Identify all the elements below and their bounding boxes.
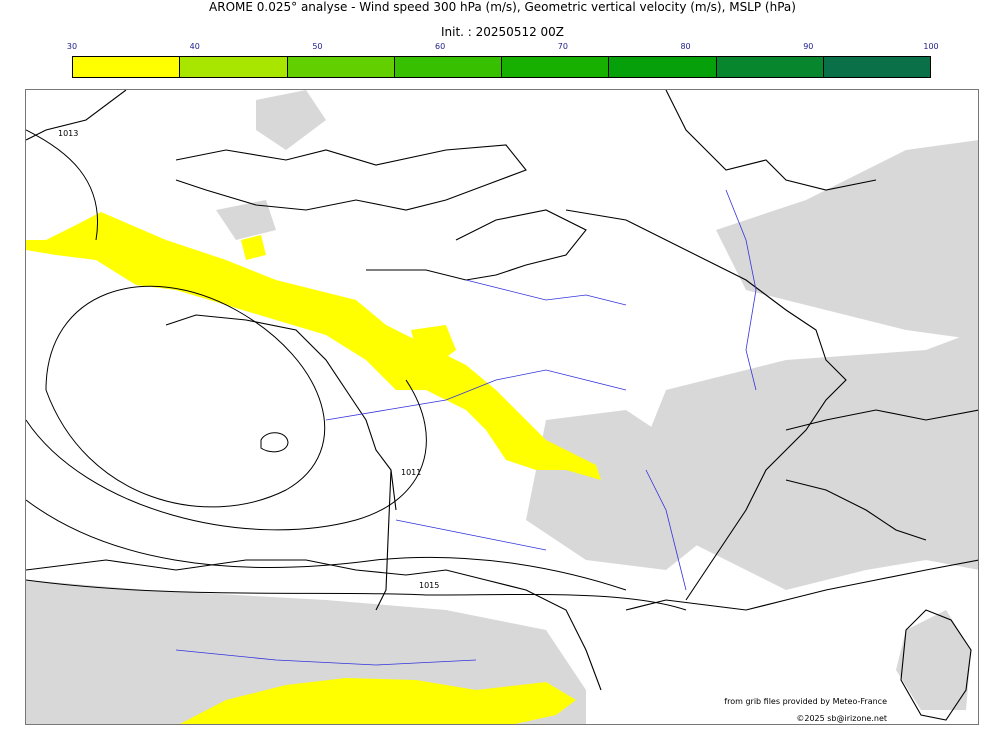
colorbar-segment xyxy=(394,57,502,77)
coast-med xyxy=(625,559,978,611)
colorbar-tick-label: 30 xyxy=(66,42,78,51)
colorbar-segment xyxy=(287,57,395,77)
coast-france-north xyxy=(366,209,587,281)
wind-jet-300hpa xyxy=(26,212,601,724)
colorbar-tick-label: 90 xyxy=(803,42,814,51)
colorbar-tick-label: 80 xyxy=(680,42,691,51)
coast-brittany xyxy=(165,314,397,511)
jet-band-south xyxy=(179,678,576,724)
border-italy xyxy=(785,479,927,541)
init-time: Init. : 20250512 00Z xyxy=(440,25,565,39)
coast-corsica xyxy=(900,609,972,721)
colorbar-tick-label: 60 xyxy=(435,42,446,51)
map-svg: 1013 1011 1015 xyxy=(26,90,978,724)
colorbar-tick-label: 70 xyxy=(557,42,568,51)
chart-title: AROME 0.025° analyse - Wind speed 300 hP… xyxy=(209,0,796,14)
shade-channel xyxy=(256,90,326,150)
shade-central xyxy=(526,410,716,570)
source-credit: from grib files provided by Meteo-France xyxy=(724,697,887,706)
colorbar-segment xyxy=(609,57,717,77)
colorbar-tick-label: 100 xyxy=(923,42,939,51)
border-swiss xyxy=(785,409,978,431)
jet-island xyxy=(411,325,456,365)
colorbar-segment xyxy=(180,57,288,77)
colorbar-tick-label: 40 xyxy=(189,42,200,51)
border-east xyxy=(565,209,847,601)
river-seine xyxy=(465,279,627,306)
river-ebro xyxy=(175,649,477,666)
colorbar-segment xyxy=(823,57,930,77)
isobar-low xyxy=(260,432,289,453)
colorbar-tick-label: 50 xyxy=(312,42,323,51)
isobar-label-1011: 1011 xyxy=(401,468,421,477)
shade-northeast xyxy=(716,140,978,340)
colorbar-segment xyxy=(716,57,824,77)
river-rhine xyxy=(725,189,757,391)
colorbar-segment xyxy=(73,57,181,77)
shade-brittany xyxy=(216,200,276,240)
river-rhone xyxy=(645,469,687,591)
isobars xyxy=(26,129,687,611)
colorbar-segment xyxy=(502,57,610,77)
coast-biscay xyxy=(375,469,392,611)
river-loire xyxy=(325,369,627,421)
weather-map: 1013 1011 1015 xyxy=(25,89,979,725)
isobar-5 xyxy=(26,129,98,241)
coast-spain xyxy=(26,559,602,691)
isobar-label-1013: 1013 xyxy=(58,129,78,138)
copyright-credit: ©2025 sb@irizone.net xyxy=(796,714,887,723)
coast-lowcountries xyxy=(665,90,877,191)
isobar-label-1015: 1015 xyxy=(419,581,439,590)
colorbar xyxy=(72,56,931,78)
isobar-2 xyxy=(26,379,427,531)
shade-corsica xyxy=(896,610,971,710)
coastlines xyxy=(26,90,978,721)
isobar-3 xyxy=(26,499,627,591)
jet-cell xyxy=(241,235,266,260)
rivers xyxy=(175,189,757,666)
jet-band-west xyxy=(26,212,601,480)
isobar-1 xyxy=(45,285,326,508)
river-garonne xyxy=(395,519,547,551)
isobar-4 xyxy=(26,579,687,611)
